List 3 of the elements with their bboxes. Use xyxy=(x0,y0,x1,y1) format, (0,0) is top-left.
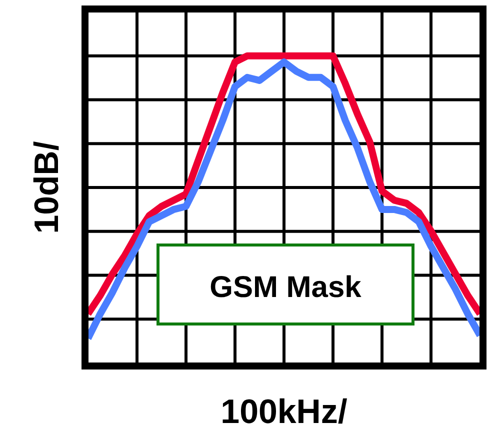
y-axis-title: 10dB/ xyxy=(28,140,66,234)
annotation: GSM Mask xyxy=(210,271,362,304)
x-axis-title: 100kHz/ xyxy=(220,393,348,431)
